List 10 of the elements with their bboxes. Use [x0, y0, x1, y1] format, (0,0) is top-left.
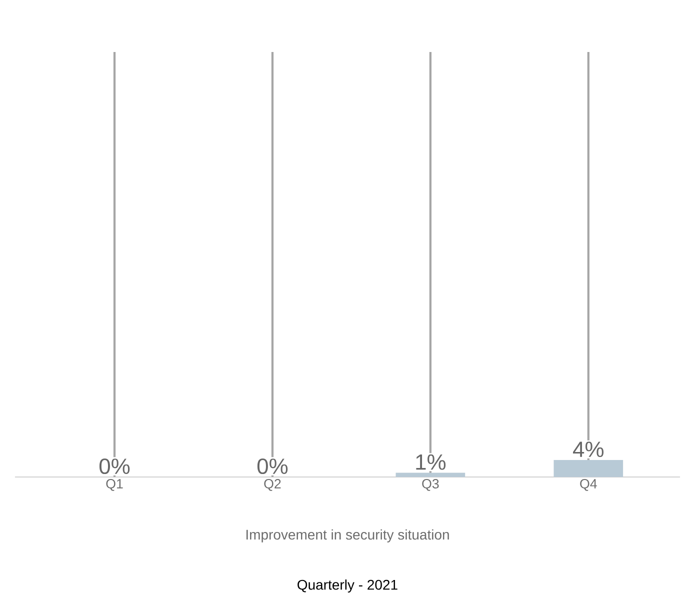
data-label: 0% — [257, 458, 288, 474]
x-tick-label: Q4 — [580, 479, 597, 491]
x-tick-label: Q2 — [264, 479, 281, 491]
x-axis-title: Improvement in security situation — [246, 529, 449, 542]
text: Quarterly - 2021 — [298, 579, 398, 593]
data-label: 4% — [572, 442, 604, 458]
x-tick-label: Q3 — [422, 479, 439, 491]
data-label: 1% — [416, 454, 446, 470]
data-label: 0% — [99, 458, 130, 474]
x-tick-label: Q1 — [106, 479, 123, 491]
